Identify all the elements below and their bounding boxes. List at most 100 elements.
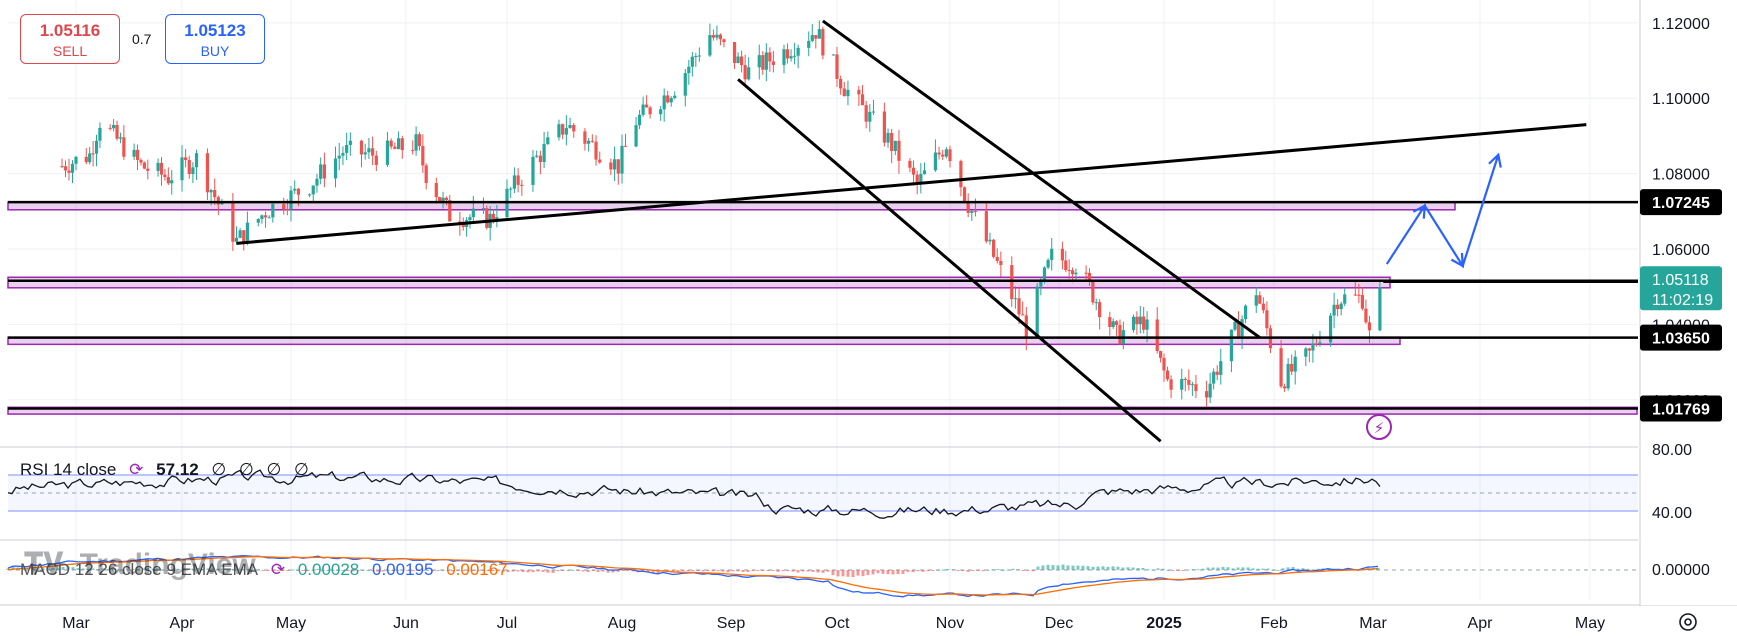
- macd-histogram-bar: [701, 570, 705, 572]
- macd-histogram-bar: [1316, 568, 1320, 570]
- macd-histogram-bar: [296, 569, 300, 571]
- macd-histogram-bar: [1241, 567, 1245, 570]
- candle-body: [400, 138, 404, 151]
- macd-histogram-bar: [601, 570, 605, 572]
- buy-price: 1.05123: [184, 21, 246, 40]
- price-tick-label: 1.08000: [1652, 167, 1710, 184]
- macd-histogram-bar: [96, 569, 100, 571]
- gear-ring: [1679, 613, 1697, 631]
- candle-body: [245, 222, 249, 244]
- macd-histogram-bar: [411, 570, 415, 572]
- macd-histogram-bar: [61, 566, 65, 570]
- candle-body: [557, 124, 561, 138]
- candle-body: [285, 209, 289, 211]
- candle-body: [641, 104, 645, 115]
- candle-body: [768, 52, 772, 62]
- macd-histogram-bar: [1041, 565, 1045, 570]
- candle-body: [616, 159, 620, 174]
- settings-gear-icon[interactable]: [1679, 613, 1697, 631]
- macd-histogram-bar: [716, 570, 720, 572]
- macd-histogram-bar: [506, 570, 510, 573]
- candle-body: [740, 56, 744, 66]
- macd-settings-icon[interactable]: ⟳: [270, 560, 286, 579]
- candle-body: [411, 150, 415, 152]
- macd-histogram-bar: [186, 568, 190, 570]
- candle-body: [74, 156, 78, 164]
- candle-body: [1114, 321, 1119, 326]
- macd-histogram-bar: [756, 570, 760, 571]
- candle-body: [1212, 371, 1216, 384]
- candle-body: [821, 29, 825, 56]
- candle-body: [1311, 343, 1315, 351]
- macd-histogram-bar: [631, 570, 635, 572]
- candle-body: [897, 140, 901, 161]
- candle-body: [1286, 363, 1290, 389]
- candle-body: [146, 168, 150, 171]
- candle-body: [673, 95, 677, 99]
- macd-histogram-bar: [486, 570, 490, 571]
- macd-histogram-bar: [86, 568, 90, 570]
- candle-body: [441, 197, 445, 202]
- macd-histogram-bar: [816, 570, 820, 573]
- candle-body: [645, 104, 649, 108]
- macd-histogram-bar: [1166, 569, 1170, 571]
- candle-body: [1215, 371, 1219, 375]
- candle-body: [471, 208, 475, 218]
- macd-histogram-bar: [426, 569, 430, 571]
- macd-histogram-bar: [1246, 567, 1250, 570]
- macd-histogram-bar: [576, 570, 580, 571]
- candle-body: [785, 49, 790, 59]
- candle-body: [944, 149, 948, 157]
- candle-body: [1187, 380, 1191, 385]
- macd-histogram-bar: [491, 570, 495, 572]
- sell-button[interactable]: 1.05116 SELL: [20, 14, 120, 64]
- gear-hub: [1684, 618, 1692, 626]
- price-scale[interactable]: 1.120001.100001.080001.060001.040001.020…: [1639, 0, 1737, 638]
- macd-histogram-bar: [151, 568, 155, 570]
- support-resistance-zones: [7, 201, 1638, 415]
- rsi-legend[interactable]: RSI 14 close ⟳ 57.12 ∅ ∅ ∅ ∅: [20, 460, 317, 480]
- candle-body: [771, 61, 775, 65]
- macd-histogram-bar: [101, 568, 105, 570]
- candle-body: [747, 67, 751, 80]
- macd-histogram-bar: [956, 570, 960, 571]
- candle-body: [995, 256, 999, 261]
- rsi-pane: [7, 469, 1638, 519]
- candle-body: [1035, 286, 1039, 338]
- candle-body: [919, 174, 923, 184]
- candle-body: [424, 165, 428, 183]
- candle-body: [1074, 272, 1078, 275]
- candle-body: [491, 213, 496, 220]
- macd-histogram-bar: [861, 570, 865, 577]
- candle-body: [393, 146, 397, 150]
- macd-histogram-bar: [206, 568, 210, 570]
- candle-body: [1131, 316, 1136, 331]
- candle-body: [1364, 308, 1368, 323]
- macd-histogram-bar: [456, 570, 460, 571]
- macd-histogram-bar: [241, 568, 245, 570]
- macd-histogram-bar: [1216, 567, 1220, 570]
- candle-body: [1108, 317, 1112, 328]
- macd-histogram-bar: [726, 570, 730, 573]
- buy-button[interactable]: 1.05123 BUY: [165, 14, 265, 64]
- candle-body: [1290, 363, 1294, 372]
- macd-tick-label: 0.00000: [1652, 562, 1710, 579]
- candle-body: [1084, 272, 1088, 274]
- macd-histogram-bar: [1191, 569, 1195, 571]
- macd-histogram-bar: [741, 570, 745, 573]
- time-axis[interactable]: Mar Apr May Jun Jul Aug Sep Oct Nov Dec 2025 Feb Mar…: [0, 606, 1737, 638]
- candle-body: [1339, 303, 1343, 310]
- macd-histogram-bar: [146, 568, 150, 570]
- candle-body: [810, 35, 814, 41]
- macd-legend[interactable]: MACD 12 26 close 9 EMA EMA ⟳ 0.00028 0.0…: [20, 560, 516, 580]
- candle-body: [414, 134, 418, 151]
- rsi-settings-icon[interactable]: ⟳: [129, 460, 144, 479]
- macd-histogram-bar: [1236, 567, 1240, 570]
- macd-histogram-bar: [361, 569, 365, 571]
- candle-body: [864, 105, 868, 122]
- trendline-drawings[interactable]: ⚡: [8, 19, 1638, 443]
- macd-histogram-bar: [41, 568, 45, 570]
- candle-body: [908, 160, 912, 168]
- candle-body: [814, 35, 818, 39]
